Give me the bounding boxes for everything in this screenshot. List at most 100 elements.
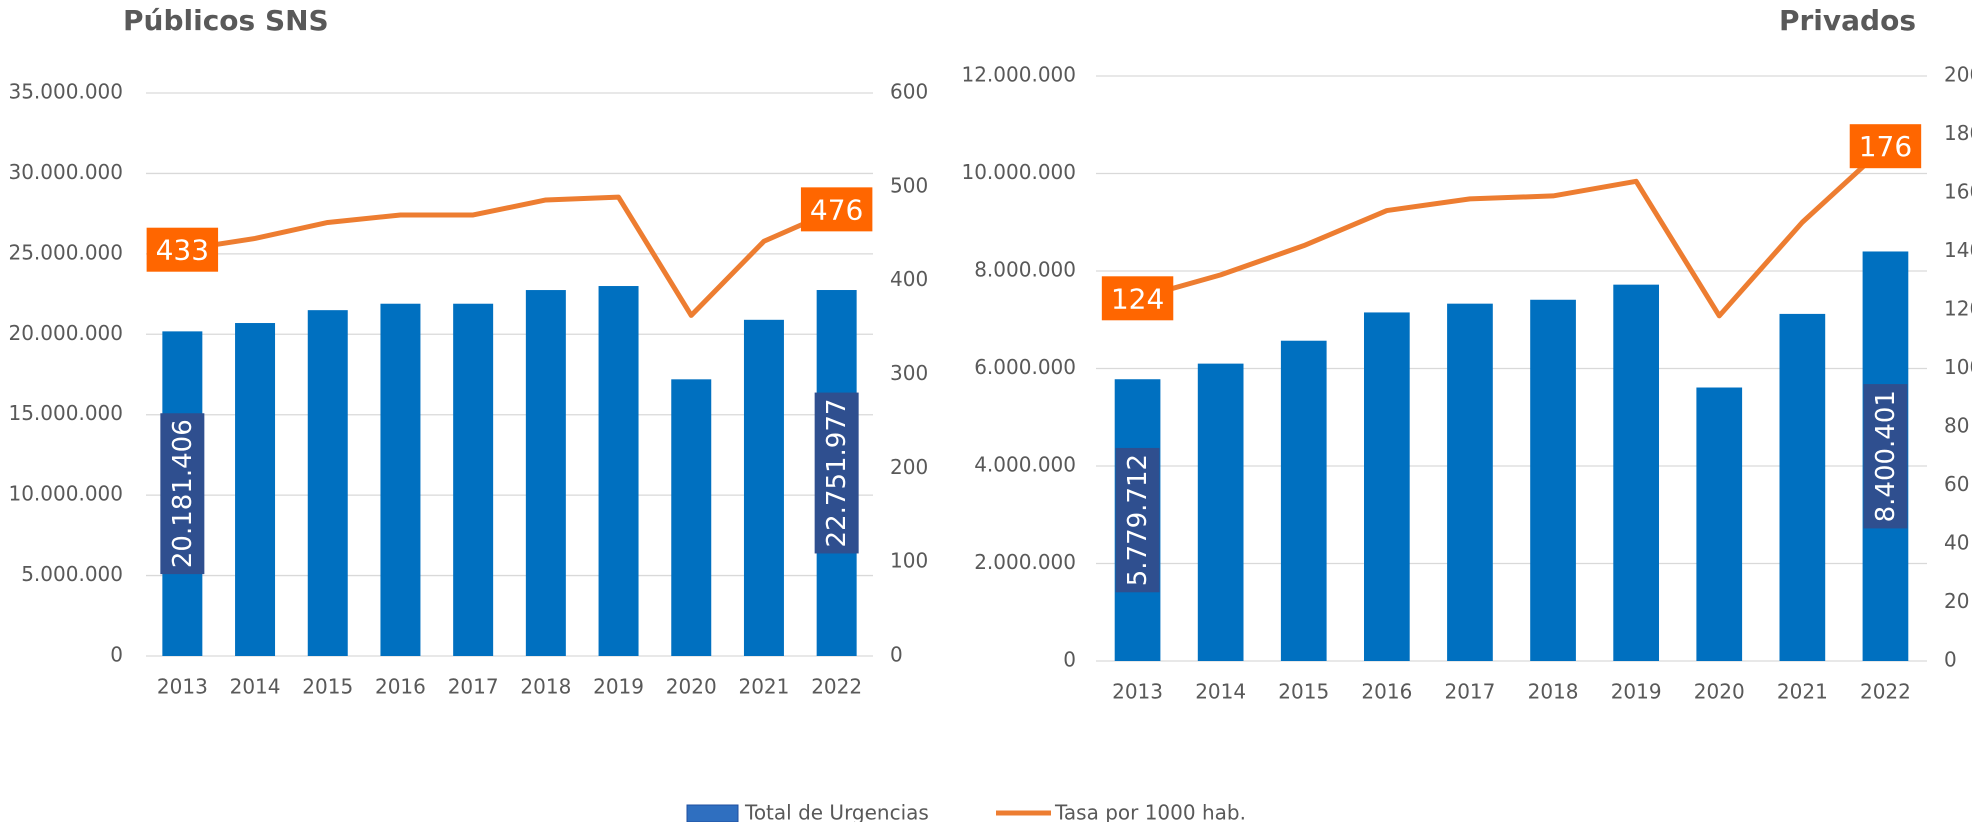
data-label-text: 176 bbox=[1859, 130, 1912, 163]
y2-tick-label: 160 bbox=[1944, 180, 1972, 204]
line bbox=[181, 194, 838, 318]
data-label: 8.400.401 bbox=[1863, 384, 1908, 529]
y2-tick-label: 200 bbox=[1944, 63, 1972, 87]
x-tick-label: 2016 bbox=[1361, 680, 1412, 704]
line bbox=[1136, 144, 1888, 319]
data-label-box bbox=[1863, 384, 1908, 529]
data-label-text: 20.181.406 bbox=[168, 419, 198, 568]
y2-tick-label: 400 bbox=[890, 267, 928, 291]
y2-tick-label: 80 bbox=[1944, 414, 1969, 438]
bar bbox=[1613, 284, 1660, 661]
x-tick-label: 2022 bbox=[1860, 680, 1911, 704]
legend-label: Total de Urgencias bbox=[744, 801, 929, 822]
data-label: 476 bbox=[800, 187, 873, 232]
bar bbox=[1363, 312, 1410, 661]
legend: Total de Urgencias Tasa por 1000 hab. bbox=[686, 801, 1246, 822]
x-tick-label: 2019 bbox=[593, 675, 644, 699]
y2-tick-label: 180 bbox=[1944, 121, 1972, 145]
x-tick-label: 2013 bbox=[157, 675, 208, 699]
legend-swatch-bar bbox=[686, 804, 739, 822]
y2-tick-label: 20 bbox=[1944, 589, 1969, 613]
data-label: 20.181.406 bbox=[160, 413, 205, 575]
x-tick-label: 2014 bbox=[1195, 680, 1246, 704]
bar bbox=[1280, 340, 1327, 661]
data-label-text: 433 bbox=[156, 234, 209, 267]
y2-tick-label: 140 bbox=[1944, 238, 1972, 262]
x-tick-label: 2015 bbox=[302, 675, 353, 699]
bar bbox=[453, 303, 494, 656]
y2-tick-label: 500 bbox=[890, 173, 928, 197]
y2-tick-label: 100 bbox=[1944, 355, 1972, 379]
data-label: 433 bbox=[146, 227, 219, 272]
x-tick-label: 2015 bbox=[1278, 680, 1329, 704]
data-label-text: 124 bbox=[1111, 282, 1164, 315]
data-label-box bbox=[800, 187, 873, 232]
bar bbox=[743, 319, 784, 656]
data-label-box bbox=[1115, 447, 1160, 593]
y-tick-label: 2.000.000 bbox=[974, 550, 1076, 574]
y-tick-label: 12.000.000 bbox=[961, 63, 1076, 87]
data-label: 176 bbox=[1849, 124, 1922, 169]
y-tick-label: 35.000.000 bbox=[8, 80, 123, 104]
data-label-box bbox=[160, 413, 205, 575]
data-label: 22.751.977 bbox=[814, 392, 859, 554]
y2-tick-label: 120 bbox=[1944, 297, 1972, 321]
data-label-text: 476 bbox=[810, 193, 863, 226]
data-label-box bbox=[1101, 276, 1174, 321]
y2-tick-label: 0 bbox=[890, 643, 903, 667]
x-tick-label: 2018 bbox=[520, 675, 571, 699]
x-tick-label: 2018 bbox=[1528, 680, 1579, 704]
x-tick-label: 2016 bbox=[375, 675, 426, 699]
x-tick-label: 2021 bbox=[738, 675, 789, 699]
y2-tick-label: 60 bbox=[1944, 472, 1969, 496]
x-tick-label: 2014 bbox=[230, 675, 281, 699]
bar bbox=[235, 323, 276, 656]
data-label-text: 8.400.401 bbox=[1871, 390, 1901, 522]
bar bbox=[1197, 363, 1244, 661]
x-tick-label: 2020 bbox=[1694, 680, 1745, 704]
data-label-box bbox=[146, 227, 219, 272]
y2-tick-label: 100 bbox=[890, 549, 928, 573]
x-tick-label: 2017 bbox=[1444, 680, 1495, 704]
y-tick-label: 0 bbox=[110, 643, 123, 667]
y-tick-label: 20.000.000 bbox=[8, 321, 123, 345]
x-tick-label: 2022 bbox=[811, 675, 862, 699]
y-tick-label: 8.000.000 bbox=[974, 258, 1076, 282]
data-label-box bbox=[814, 392, 859, 554]
chart-title: Públicos SNS bbox=[123, 4, 329, 37]
y-tick-label: 30.000.000 bbox=[8, 160, 123, 184]
data-label-text: 22.751.977 bbox=[822, 399, 852, 548]
chart-title: Privados bbox=[1779, 4, 1916, 37]
data-label-box bbox=[1849, 124, 1922, 169]
bar bbox=[1447, 303, 1493, 661]
y-tick-label: 0 bbox=[1063, 648, 1076, 672]
legend-label: Tasa por 1000 hab. bbox=[1054, 801, 1246, 822]
data-label: 5.779.712 bbox=[1115, 447, 1160, 593]
bar bbox=[671, 379, 712, 656]
x-tick-label: 2013 bbox=[1112, 680, 1163, 704]
bar bbox=[307, 310, 348, 656]
bar bbox=[380, 303, 421, 656]
x-tick-label: 2020 bbox=[666, 675, 717, 699]
y2-tick-label: 40 bbox=[1944, 531, 1969, 555]
bar bbox=[598, 286, 639, 656]
bar bbox=[1530, 299, 1576, 661]
y2-tick-label: 200 bbox=[890, 455, 928, 479]
y-tick-label: 15.000.000 bbox=[8, 401, 123, 425]
y2-tick-label: 600 bbox=[890, 80, 928, 104]
y-tick-label: 25.000.000 bbox=[8, 240, 123, 264]
bar bbox=[1779, 313, 1826, 661]
x-tick-label: 2019 bbox=[1611, 680, 1662, 704]
y2-tick-label: 300 bbox=[890, 361, 928, 385]
bar bbox=[525, 290, 566, 656]
y-tick-label: 4.000.000 bbox=[974, 453, 1076, 477]
y-tick-label: 10.000.000 bbox=[8, 482, 123, 506]
x-tick-label: 2017 bbox=[448, 675, 499, 699]
y-tick-label: 10.000.000 bbox=[961, 160, 1076, 184]
y2-tick-label: 0 bbox=[1944, 648, 1957, 672]
data-label: 124 bbox=[1101, 276, 1174, 321]
y-tick-label: 5.000.000 bbox=[21, 562, 123, 586]
x-tick-label: 2021 bbox=[1777, 680, 1828, 704]
bar bbox=[1696, 387, 1743, 661]
